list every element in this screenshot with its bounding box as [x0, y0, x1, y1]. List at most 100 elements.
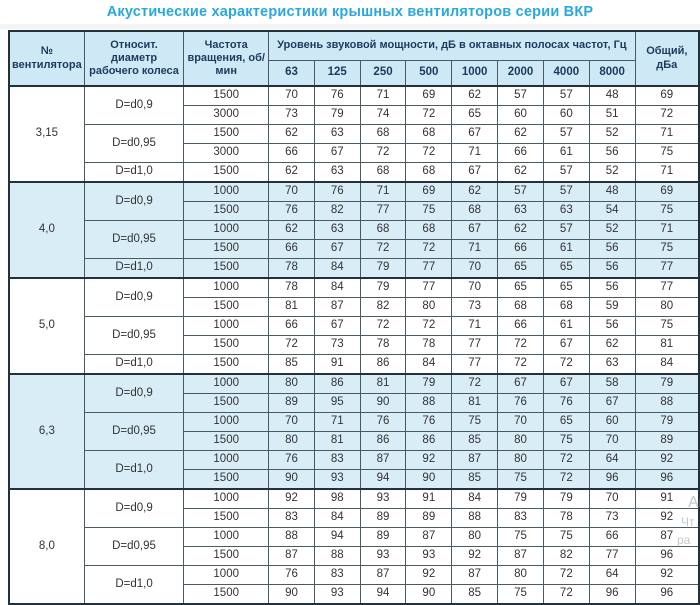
- diameter-cell: D=d1,0: [83, 162, 185, 183]
- rpm-cell: 3000: [183, 105, 270, 125]
- sound-level-cell: 62: [497, 220, 544, 240]
- sound-level-cell: 85: [268, 354, 315, 375]
- sound-level-cell: 77: [405, 258, 453, 279]
- watermark-fragment: ра: [677, 533, 691, 547]
- sound-level-cell: 76: [359, 412, 407, 432]
- sound-level-cell: 64: [588, 565, 636, 585]
- rpm-cell: 1000: [183, 488, 270, 509]
- sound-level-cell: 84: [451, 488, 499, 509]
- total-dba-cell: 89: [634, 431, 700, 451]
- rpm-cell: 1000: [183, 565, 270, 585]
- background-strip: [0, 24, 700, 29]
- sound-level-cell: 72: [268, 335, 315, 355]
- freq-header-cell: 4000: [542, 60, 590, 87]
- sound-level-cell: 76: [405, 412, 453, 432]
- sound-level-cell: 70: [451, 277, 499, 298]
- rpm-cell: 1000: [183, 181, 270, 202]
- sound-level-cell: 67: [451, 124, 499, 144]
- total-dba-cell: 71: [634, 124, 700, 144]
- table-row: 1500 66 67 72 72 71 66 61 56 75: [9, 239, 700, 259]
- sound-level-cell: 70: [497, 412, 544, 432]
- diameter-cell: D=d1,0: [83, 258, 185, 279]
- sound-level-cell: 61: [542, 239, 590, 259]
- total-dba-cell: 75: [634, 201, 700, 221]
- sound-level-cell: 56: [588, 316, 636, 336]
- table-row: 1500 76 82 77 75 68 63 63 54 75: [9, 201, 700, 221]
- sound-level-cell: 90: [268, 469, 315, 490]
- sound-level-cell: 66: [497, 316, 544, 336]
- sound-level-cell: 79: [359, 258, 407, 279]
- sound-level-cell: 76: [268, 201, 315, 221]
- acoustic-characteristics-table: № вентилятора Относит. диаметр рабочего …: [8, 30, 700, 605]
- sound-level-cell: 89: [359, 527, 407, 547]
- sound-level-cell: 74: [359, 105, 407, 125]
- rpm-cell: 1500: [183, 297, 270, 317]
- col-header-fan-number: № вентилятора: [8, 30, 85, 87]
- fan-number-cell: 6,3: [8, 373, 85, 490]
- sound-level-cell: 68: [497, 297, 544, 317]
- sound-level-cell: 80: [451, 527, 499, 547]
- sound-level-cell: 67: [313, 239, 361, 259]
- rpm-cell: 1500: [183, 354, 270, 375]
- total-dba-cell: 71: [634, 162, 700, 183]
- sound-level-cell: 66: [268, 316, 315, 336]
- sound-level-cell: 92: [268, 488, 315, 509]
- page-title: Акустические характеристики крышных вент…: [106, 4, 594, 20]
- sound-level-cell: 72: [405, 105, 453, 125]
- sound-level-cell: 78: [542, 508, 590, 528]
- sound-level-cell: 62: [588, 335, 636, 355]
- sound-level-cell: 69: [405, 85, 453, 106]
- sound-level-cell: 67: [451, 162, 499, 183]
- sound-level-cell: 85: [451, 469, 499, 490]
- rpm-cell: 1000: [183, 527, 270, 547]
- table-row: 6,3 D=d0,9 1000 80 86 81 79 72 67 67 58 79: [8, 373, 700, 490]
- sound-level-cell: 79: [405, 373, 453, 394]
- sound-level-cell: 76: [268, 565, 315, 585]
- rpm-cell: 1500: [183, 162, 270, 183]
- sound-level-cell: 68: [359, 162, 407, 183]
- sound-level-cell: 94: [359, 469, 407, 490]
- sound-level-cell: 62: [268, 124, 315, 144]
- sound-level-cell: 70: [451, 258, 499, 279]
- sound-level-cell: 57: [542, 220, 590, 240]
- sound-level-cell: 63: [313, 162, 361, 183]
- sound-level-cell: 83: [313, 450, 361, 470]
- sound-level-cell: 72: [405, 143, 453, 163]
- total-dba-cell: 72: [634, 105, 700, 125]
- col-header-rpm: Частота вращения, об/мин: [183, 30, 270, 87]
- sound-level-cell: 57: [542, 85, 590, 106]
- sound-level-cell: 62: [268, 220, 315, 240]
- total-dba-cell: 71: [634, 220, 700, 240]
- sound-level-cell: 67: [542, 373, 590, 394]
- diameter-cell: D=d0,95: [83, 220, 185, 259]
- sound-level-cell: 93: [405, 546, 453, 566]
- sound-level-cell: 82: [313, 201, 361, 221]
- sound-level-cell: 86: [313, 373, 361, 394]
- sound-level-cell: 87: [359, 565, 407, 585]
- sound-level-cell: 84: [405, 354, 453, 375]
- freq-header-cell: 1000: [451, 60, 499, 87]
- sound-level-cell: 65: [542, 277, 590, 298]
- sound-level-cell: 77: [451, 335, 499, 355]
- rpm-cell: 1500: [183, 85, 270, 106]
- sound-level-cell: 78: [268, 277, 315, 298]
- sound-level-cell: 57: [542, 162, 590, 183]
- sound-level-cell: 79: [359, 277, 407, 298]
- table-row: 8,0 D=d0,9 1000 92 98 93 91 84 79 79 70 91: [8, 488, 700, 605]
- diameter-cell: D=d0,9: [83, 85, 185, 125]
- sound-level-cell: 94: [313, 527, 361, 547]
- sound-level-cell: 95: [313, 393, 361, 413]
- sound-level-cell: 72: [405, 239, 453, 259]
- sound-level-cell: 76: [313, 85, 361, 106]
- diameter-cell: D=d0,95: [83, 412, 185, 451]
- sound-level-cell: 72: [542, 584, 590, 605]
- table-row: 3,15 D=d0,9 1500 70 76 71 69 62 57 57 48 69: [8, 85, 700, 183]
- table-header: № вентилятора Относит. диаметр рабочего …: [8, 30, 700, 87]
- sound-level-cell: 62: [451, 85, 499, 106]
- sound-level-cell: 73: [313, 335, 361, 355]
- sound-level-cell: 93: [313, 584, 361, 605]
- total-dba-cell: 77: [634, 277, 700, 298]
- sound-level-cell: 88: [451, 508, 499, 528]
- diameter-cell: D=d0,95: [83, 124, 185, 163]
- sound-level-cell: 67: [313, 143, 361, 163]
